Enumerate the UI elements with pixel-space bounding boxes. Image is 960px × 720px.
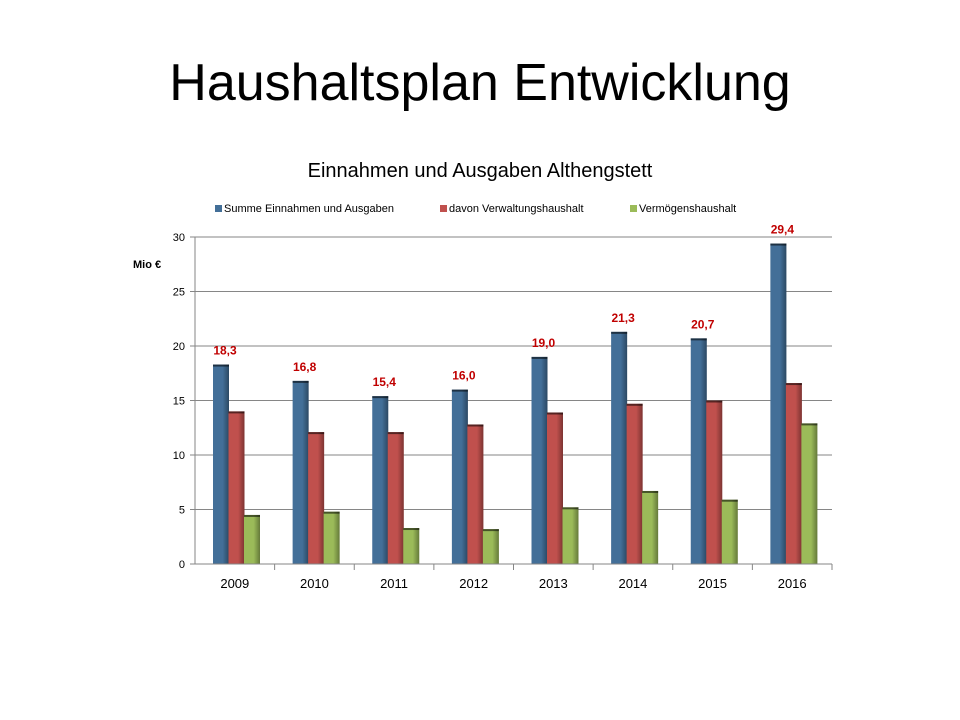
y-tick-label: 5 [179, 505, 185, 517]
bar-shade [626, 403, 643, 564]
bar-top-edge [372, 396, 389, 399]
y-tick-label: 10 [173, 450, 185, 462]
data-label: 21,3 [611, 311, 635, 325]
x-tick-label: 2010 [300, 576, 329, 591]
bar-top-edge [626, 403, 643, 406]
bar-top-edge [323, 511, 340, 514]
gridlines [195, 236, 832, 510]
bar-top-edge [403, 528, 420, 531]
data-labels: 18,3 16,8 15,4 16,0 19,0 21,3 20,7 29,4 [213, 223, 794, 390]
bar-top-edge [228, 411, 245, 414]
x-tick-label: 2013 [539, 576, 568, 591]
x-tick-label: 2012 [459, 576, 488, 591]
legend-swatch [630, 205, 637, 212]
axes: 0 5 10 15 20 25 30 2009 2010 2011 2012 2013 2014 2015… [173, 232, 833, 591]
bar-shade [403, 528, 420, 564]
data-label: 15,4 [373, 375, 397, 389]
bar-top-edge [770, 243, 787, 246]
bar-shade [706, 400, 723, 564]
bar-shade [467, 424, 484, 564]
bar-top-edge [721, 499, 738, 502]
legend-label: Summe Einnahmen und Ausgaben [224, 203, 394, 215]
data-label: 19,0 [532, 336, 556, 350]
bar-top-edge [308, 432, 325, 435]
bar-shade [244, 514, 260, 564]
x-tick-label: 2015 [698, 576, 727, 591]
bar-top-edge [531, 356, 548, 359]
bar-shade [611, 331, 628, 564]
y-tick-label: 25 [173, 287, 185, 299]
legend-swatch [215, 205, 222, 212]
bar-shade [642, 490, 659, 564]
y-tick-label: 15 [173, 396, 185, 408]
data-label: 16,0 [452, 369, 476, 383]
chart-title: Einnahmen und Ausgaben Althengstett [307, 160, 653, 182]
y-tick-label: 30 [173, 232, 185, 244]
bar-top-edge [690, 338, 707, 341]
legend-swatch [440, 205, 447, 212]
bar-shade [721, 499, 738, 564]
bars [213, 243, 818, 565]
legend-label: davon Verwaltungshaushalt [449, 203, 584, 215]
data-label: 18,3 [213, 344, 237, 358]
bar-top-edge [292, 380, 309, 383]
data-label: 16,8 [293, 360, 317, 374]
bar-shade [387, 432, 404, 564]
bar-shade [292, 380, 309, 564]
bar-shade [562, 507, 579, 564]
bar-shade [547, 412, 563, 564]
bar-top-edge [562, 507, 579, 510]
bar-shade [213, 364, 229, 564]
bar-shade [482, 529, 499, 564]
x-tick-label: 2009 [220, 576, 249, 591]
bar-top-edge [642, 490, 659, 493]
legend-label: Vermögenshaushalt [639, 203, 736, 215]
bar-shade [323, 511, 340, 564]
bar-shade [308, 432, 325, 564]
bar-top-edge [451, 389, 468, 392]
bar-shade [770, 243, 787, 565]
bar-top-edge [387, 432, 404, 435]
bar-shade [785, 383, 802, 564]
slide-title: Haushaltsplan Entwicklung [169, 54, 791, 112]
bar-top-edge [785, 383, 802, 386]
x-tick-label: 2016 [778, 576, 807, 591]
bar-top-edge [244, 514, 260, 517]
chart-legend: Summe Einnahmen und Ausgaben davon Verwal… [215, 203, 736, 215]
data-label: 29,4 [771, 223, 795, 237]
data-label: 20,7 [691, 317, 715, 331]
bar-shade [451, 389, 468, 564]
x-tick-label: 2014 [618, 576, 647, 591]
bar-top-edge [547, 412, 563, 415]
bar-top-edge [801, 423, 818, 426]
bar-top-edge [706, 400, 723, 403]
bar-shade [228, 411, 245, 564]
bar-shade [801, 423, 818, 564]
y-tick-label: 20 [173, 341, 185, 353]
bar-top-edge [467, 424, 484, 427]
y-axis-unit-label: Mio € [133, 259, 161, 271]
y-tick-label: 0 [179, 559, 185, 571]
x-tick-label: 2011 [380, 576, 408, 591]
bar-shade [690, 338, 707, 564]
bar-top-edge [482, 529, 499, 532]
bar-shade [531, 356, 548, 564]
bar-shade [372, 396, 389, 564]
bar-top-edge [611, 331, 628, 334]
bar-top-edge [213, 364, 229, 367]
